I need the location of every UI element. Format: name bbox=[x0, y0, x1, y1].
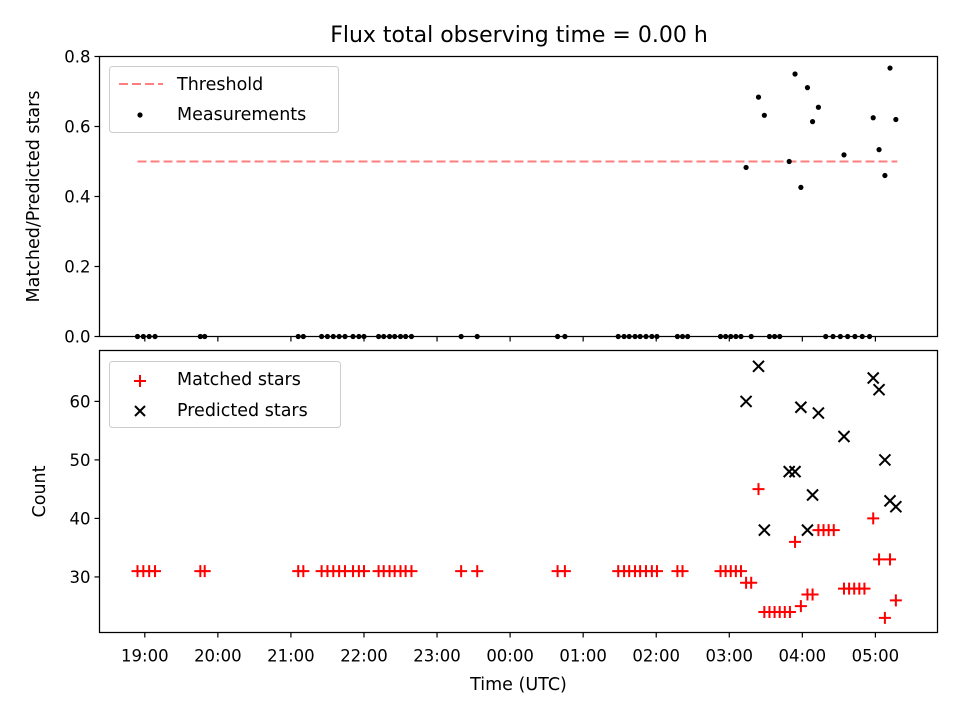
predicted-star-point bbox=[866, 371, 880, 385]
bottom-data-marks bbox=[131, 360, 903, 624]
x-tick-label: 01:00 bbox=[559, 647, 607, 666]
predicted-star-point bbox=[758, 523, 771, 537]
matched-star-point bbox=[149, 565, 162, 578]
matched-star-point bbox=[198, 565, 211, 578]
measurement-point bbox=[786, 158, 792, 165]
bottom-legend: Matched stars Predicted stars bbox=[109, 361, 341, 428]
x-tick-label: 05:00 bbox=[852, 647, 900, 666]
legend-measurements-label: Measurements bbox=[177, 105, 306, 125]
x-tick-label: 21:00 bbox=[267, 647, 315, 666]
matched-star-point bbox=[789, 535, 802, 548]
measurement-point bbox=[841, 152, 847, 158]
matched-star-point bbox=[889, 594, 902, 607]
x-tick-label: 22:00 bbox=[340, 647, 388, 666]
chart-title: Flux total observing time = 0.00 h bbox=[330, 23, 708, 48]
x-tick-label: 03:00 bbox=[705, 647, 753, 666]
y-tick-label: 60 bbox=[70, 392, 91, 411]
matched-star-point bbox=[471, 565, 484, 578]
x-tick-label: 20:00 bbox=[194, 647, 242, 666]
bottom-legend-box bbox=[109, 361, 341, 428]
matched-star-point bbox=[752, 483, 765, 496]
matched-star-point bbox=[676, 565, 689, 578]
predicted-star-point bbox=[788, 465, 802, 478]
measurement-point bbox=[809, 119, 816, 125]
measurement-point bbox=[792, 71, 798, 77]
y-tick-label: 0.0 bbox=[64, 328, 90, 347]
predicted-star-point bbox=[752, 360, 765, 373]
predicted-star-point bbox=[739, 395, 753, 408]
predicted-star-point bbox=[806, 488, 819, 502]
matched-star-point bbox=[878, 611, 891, 624]
predicted-star-point bbox=[794, 401, 808, 414]
matched-star-point bbox=[867, 512, 880, 525]
measurement-point bbox=[882, 172, 888, 179]
x-tick-label: 04:00 bbox=[779, 647, 827, 666]
y-tick-label: 0.6 bbox=[64, 118, 90, 137]
matched-star-point bbox=[794, 600, 807, 613]
matched-star-point bbox=[884, 553, 897, 566]
top-x-axis-ticks bbox=[144, 336, 876, 342]
legend-matched-swatch bbox=[134, 375, 146, 387]
y-tick-label: 0.2 bbox=[64, 258, 90, 277]
measurement-point bbox=[815, 104, 822, 110]
top-y-axis-label: Matched/Predicted stars bbox=[24, 91, 44, 303]
matched-star-point bbox=[873, 553, 886, 566]
measurement-point bbox=[743, 164, 749, 171]
predicted-star-point bbox=[889, 500, 903, 513]
matched-star-point bbox=[405, 565, 418, 578]
predicted-star-point bbox=[837, 430, 851, 443]
y-tick-label: 50 bbox=[70, 451, 91, 470]
matched-star-point bbox=[827, 524, 840, 537]
predicted-star-point bbox=[812, 406, 825, 420]
y-tick-label: 30 bbox=[70, 568, 91, 587]
bottom-axes-frame bbox=[98, 349, 939, 634]
x-axis-label: Time (UTC) bbox=[469, 675, 567, 695]
matched-star-point bbox=[783, 606, 796, 619]
x-tick-label: 23:00 bbox=[413, 647, 461, 666]
measurement-point bbox=[804, 85, 811, 91]
top-y-axis: 0.0 0.2 0.4 0.6 0.8 bbox=[64, 48, 100, 347]
measurement-point bbox=[798, 184, 804, 190]
matched-star-point bbox=[650, 565, 663, 578]
flux-ratio-panel: 0.00.20.40.60.8 Matched/Predicted stars … bbox=[24, 48, 939, 347]
bottom-y-axis-label: Count bbox=[30, 465, 50, 517]
star-count-panel: 30 40 50 60 19:00 20:00 21:00 22:00 23:00 00:00 0… bbox=[30, 349, 939, 695]
bottom-y-axis: 30 40 50 60 bbox=[70, 392, 100, 587]
predicted-star-point bbox=[782, 465, 796, 478]
measurement-point bbox=[876, 147, 882, 153]
matched-star-point bbox=[734, 565, 747, 578]
legend-measurements-swatch bbox=[137, 112, 143, 118]
legend-matched-label: Matched stars bbox=[177, 370, 301, 390]
x-tick-label: 00:00 bbox=[486, 647, 534, 666]
y-tick-label: 0.4 bbox=[64, 188, 90, 207]
matched-star-point bbox=[297, 565, 310, 578]
measurement-point bbox=[893, 116, 899, 123]
measurement-point bbox=[870, 115, 876, 121]
predicted-star-point bbox=[801, 523, 814, 537]
matched-star-point bbox=[858, 582, 871, 595]
x-tick-label: 02:00 bbox=[632, 647, 680, 666]
top-legend: Threshold Measurements bbox=[109, 66, 339, 133]
top-legend-box bbox=[109, 66, 339, 133]
predicted-star-point bbox=[872, 383, 886, 396]
matched-star-point bbox=[357, 565, 370, 578]
x-tick-label: 19:00 bbox=[121, 647, 169, 666]
matched-star-point bbox=[558, 565, 571, 578]
matched-star-point bbox=[806, 588, 819, 601]
y-tick-label: 0.8 bbox=[64, 48, 90, 67]
legend-predicted-swatch bbox=[134, 405, 146, 417]
matched-star-point bbox=[745, 576, 758, 589]
top-axes-frame bbox=[98, 55, 939, 338]
measurement-point bbox=[761, 112, 767, 118]
legend-threshold-label: Threshold bbox=[176, 75, 263, 95]
legend-predicted-label: Predicted stars bbox=[177, 401, 308, 421]
matched-star-point bbox=[455, 565, 468, 578]
bottom-x-axis: 19:00 20:00 21:00 22:00 23:00 00:00 01:00 02:00… bbox=[121, 632, 900, 666]
measurement-point bbox=[755, 94, 762, 100]
measurement-point bbox=[887, 65, 893, 71]
y-tick-label: 40 bbox=[70, 509, 91, 528]
predicted-star-point bbox=[878, 453, 892, 467]
